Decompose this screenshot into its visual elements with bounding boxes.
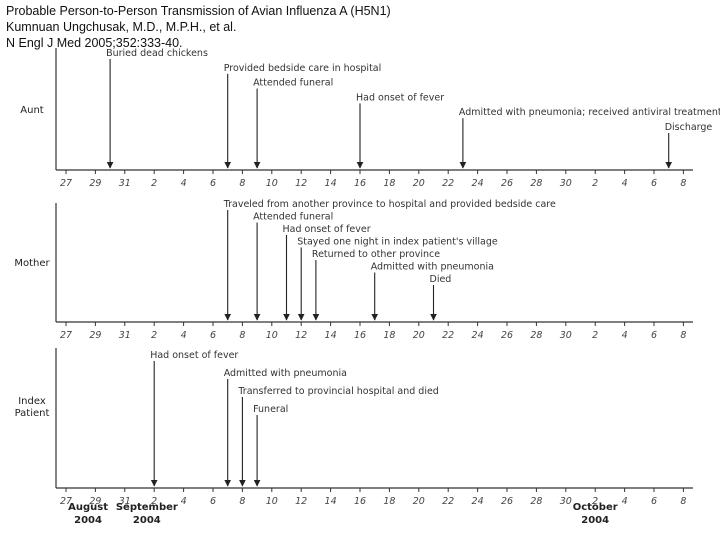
tick-label: 12 — [295, 496, 307, 507]
tick-label: 26 — [501, 496, 513, 507]
tick-label: 31 — [119, 178, 131, 189]
event-label: Buried dead chickens — [106, 48, 208, 59]
tick-label: 6 — [210, 496, 216, 507]
tick-label: 6 — [651, 330, 657, 341]
event-label: Stayed one night in index patient's vill… — [297, 237, 498, 248]
event-label: Returned to other province — [312, 249, 440, 260]
tick-label: 6 — [210, 330, 216, 341]
tick-label: 2 — [592, 330, 598, 341]
tick-label: 28 — [530, 330, 542, 341]
month-label: August — [68, 502, 108, 513]
tick-label: 28 — [530, 496, 542, 507]
tick-label: 22 — [442, 330, 454, 341]
event-label: Transferred to provincial hospital and d… — [237, 386, 438, 397]
event-label: Had onset of fever — [356, 92, 444, 103]
event-label: Died — [430, 274, 452, 285]
tick-label: 30 — [560, 496, 572, 507]
tick-label: 24 — [472, 496, 484, 507]
event-label: Attended funeral — [253, 212, 333, 223]
tick-label: 2 — [151, 178, 157, 189]
event-label: Attended funeral — [253, 78, 333, 89]
tick-label: 4 — [181, 496, 187, 507]
tick-label: 6 — [651, 178, 657, 189]
event-label: Admitted with pneumonia; received antivi… — [459, 107, 720, 118]
event-label: Admitted with pneumonia — [224, 368, 347, 379]
event-label: Traveled from another province to hospit… — [223, 199, 556, 210]
tick-label: 16 — [354, 178, 366, 189]
panel-label: Mother — [14, 258, 50, 269]
tick-label: 10 — [266, 330, 278, 341]
tick-label: 26 — [501, 178, 513, 189]
tick-label: 4 — [622, 496, 628, 507]
tick-label: 27 — [60, 178, 72, 189]
panel-label: Patient — [15, 408, 50, 419]
tick-label: 29 — [89, 330, 101, 341]
tick-label: 16 — [354, 330, 366, 341]
tick-label: 14 — [325, 496, 337, 507]
tick-label: 31 — [119, 330, 131, 341]
tick-label: 24 — [472, 330, 484, 341]
tick-label: 14 — [325, 178, 337, 189]
tick-label: 6 — [651, 496, 657, 507]
tick-label: 22 — [442, 496, 454, 507]
year-label: 2004 — [133, 515, 161, 526]
tick-label: 2 — [592, 178, 598, 189]
tick-label: 18 — [383, 330, 395, 341]
event-label: Provided bedside care in hospital — [224, 63, 382, 74]
tick-label: 27 — [60, 496, 72, 507]
event-label: Had onset of fever — [283, 224, 371, 235]
tick-label: 20 — [413, 496, 425, 507]
tick-label: 8 — [239, 178, 245, 189]
tick-label: 8 — [239, 496, 245, 507]
event-label: Discharge — [665, 122, 713, 133]
tick-label: 30 — [560, 330, 572, 341]
tick-label: 20 — [413, 330, 425, 341]
month-label: September — [116, 502, 178, 513]
tick-label: 4 — [181, 178, 187, 189]
tick-label: 8 — [680, 178, 686, 189]
figure-citation: N Engl J Med 2005;352:333-40. — [6, 36, 183, 50]
tick-label: 24 — [472, 178, 484, 189]
event-label: Had onset of fever — [150, 350, 238, 361]
tick-label: 18 — [383, 496, 395, 507]
tick-label: 18 — [383, 178, 395, 189]
tick-label: 20 — [413, 178, 425, 189]
tick-label: 26 — [501, 330, 513, 341]
tick-label: 12 — [295, 330, 307, 341]
figure-header: Probable Person-to-Person Transmission o… — [6, 3, 391, 51]
tick-label: 12 — [295, 178, 307, 189]
tick-label: 8 — [239, 330, 245, 341]
year-label: 2004 — [581, 515, 609, 526]
year-label: 2004 — [74, 515, 102, 526]
tick-label: 31 — [119, 496, 131, 507]
tick-label: 2 — [151, 496, 157, 507]
event-label: Admitted with pneumonia — [371, 262, 494, 273]
tick-label: 2 — [151, 330, 157, 341]
month-label: October — [573, 502, 618, 513]
panel-label: Index — [18, 396, 46, 407]
tick-label: 6 — [210, 178, 216, 189]
tick-label: 4 — [622, 330, 628, 341]
tick-label: 28 — [530, 178, 542, 189]
tick-label: 29 — [89, 496, 101, 507]
tick-label: 4 — [622, 178, 628, 189]
figure-authors: Kumnuan Ungchusak, M.D., M.P.H., et al. — [6, 20, 237, 34]
tick-label: 30 — [560, 178, 572, 189]
tick-label: 10 — [266, 496, 278, 507]
figure-title: Probable Person-to-Person Transmission o… — [6, 4, 391, 18]
tick-label: 16 — [354, 496, 366, 507]
tick-label: 8 — [680, 496, 686, 507]
tick-label: 4 — [181, 330, 187, 341]
event-label: Funeral — [253, 404, 288, 415]
panel-label: Aunt — [20, 105, 44, 116]
tick-label: 27 — [60, 330, 72, 341]
tick-label: 29 — [89, 178, 101, 189]
tick-label: 10 — [266, 178, 278, 189]
tick-label: 8 — [680, 330, 686, 341]
tick-label: 2 — [592, 496, 598, 507]
tick-label: 14 — [325, 330, 337, 341]
tick-label: 22 — [442, 178, 454, 189]
